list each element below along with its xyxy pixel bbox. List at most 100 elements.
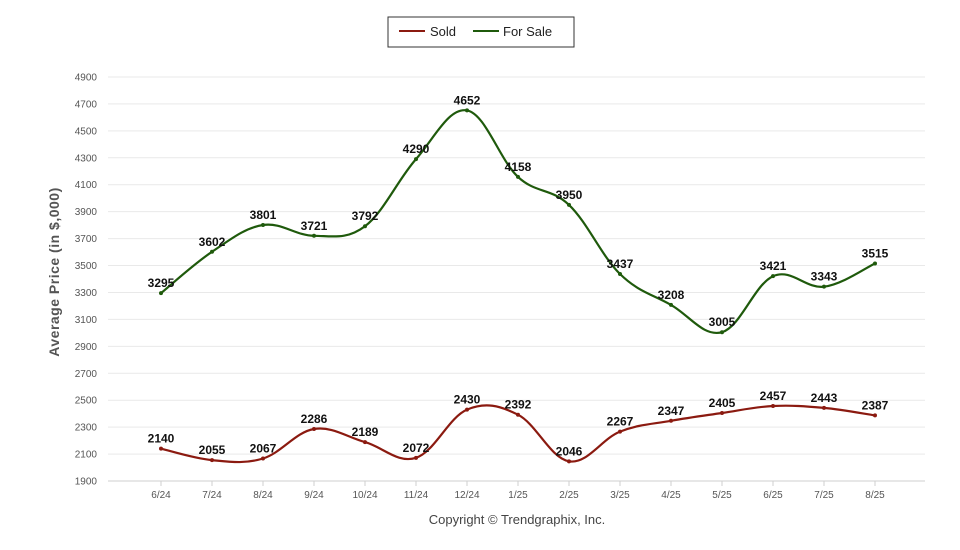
data-label-sold: 2457 bbox=[760, 389, 787, 403]
data-label-sold: 2347 bbox=[658, 404, 685, 418]
y-axis-ticks: 1900 2100 2300 2500 2700 2900 3100 3300 3500 3700… bbox=[75, 73, 98, 488]
data-point-sold[interactable] bbox=[516, 412, 520, 417]
data-point-sold[interactable] bbox=[465, 407, 469, 412]
data-label-for-sale: 3801 bbox=[250, 208, 277, 222]
data-point-for-sale[interactable] bbox=[873, 261, 877, 266]
data-label-for-sale: 3950 bbox=[556, 188, 583, 202]
x-tick-label: 8/25 bbox=[865, 490, 885, 501]
data-point-for-sale[interactable] bbox=[210, 249, 214, 254]
data-label-for-sale: 3208 bbox=[658, 288, 685, 302]
data-label-sold: 2189 bbox=[352, 425, 379, 439]
x-tick-label: 3/25 bbox=[610, 490, 630, 501]
y-tick-label: 3900 bbox=[75, 207, 98, 218]
legend[interactable]: Sold For Sale bbox=[387, 16, 575, 48]
data-point-for-sale[interactable] bbox=[312, 233, 316, 238]
data-point-for-sale[interactable] bbox=[516, 174, 520, 179]
data-label-for-sale: 3421 bbox=[760, 259, 787, 273]
x-axis-ticks: 6/24 7/24 8/24 9/24 10/24 11/24 12/24 1/25 2/25 3… bbox=[151, 481, 885, 501]
data-label-for-sale: 3602 bbox=[199, 235, 226, 249]
data-point-for-sale[interactable] bbox=[363, 224, 367, 229]
data-label-sold: 2286 bbox=[301, 412, 328, 426]
data-label-for-sale: 3792 bbox=[352, 209, 379, 223]
y-tick-label: 3100 bbox=[75, 315, 98, 326]
data-point-for-sale[interactable] bbox=[465, 108, 469, 113]
series-lines bbox=[159, 108, 877, 464]
data-point-sold[interactable] bbox=[261, 456, 265, 461]
data-label-for-sale: 3721 bbox=[301, 219, 328, 233]
data-point-for-sale[interactable] bbox=[159, 291, 163, 296]
y-tick-label: 2700 bbox=[75, 369, 98, 380]
x-tick-label: 9/24 bbox=[304, 490, 324, 501]
y-tick-label: 3300 bbox=[75, 288, 98, 299]
data-point-for-sale[interactable] bbox=[822, 284, 826, 289]
data-point-sold[interactable] bbox=[669, 418, 673, 423]
y-tick-label: 3700 bbox=[75, 234, 98, 245]
y-tick-label: 4100 bbox=[75, 180, 98, 191]
y-tick-label: 2300 bbox=[75, 423, 98, 434]
data-point-sold[interactable] bbox=[312, 427, 316, 432]
x-tick-label: 8/24 bbox=[253, 490, 273, 501]
data-label-sold: 2140 bbox=[148, 432, 175, 446]
data-label-for-sale: 4652 bbox=[454, 93, 481, 107]
data-label-for-sale: 3515 bbox=[862, 247, 889, 261]
x-tick-label: 11/24 bbox=[404, 490, 429, 501]
data-point-sold[interactable] bbox=[771, 403, 775, 408]
data-label-sold: 2392 bbox=[505, 398, 532, 412]
data-label-for-sale: 3343 bbox=[811, 270, 838, 284]
data-label-sold: 2387 bbox=[862, 398, 889, 412]
data-point-sold[interactable] bbox=[720, 410, 724, 415]
y-tick-label: 4700 bbox=[75, 99, 98, 110]
data-labels: 2140 2055 2067 2286 2189 2072 2430 2392 2046 2267… bbox=[148, 93, 889, 458]
x-tick-label: 2/25 bbox=[559, 490, 579, 501]
data-point-for-sale[interactable] bbox=[567, 202, 571, 207]
data-label-sold: 2046 bbox=[556, 444, 583, 458]
data-label-for-sale: 3295 bbox=[148, 276, 175, 290]
data-label-for-sale: 3437 bbox=[607, 257, 634, 271]
data-point-sold[interactable] bbox=[873, 413, 877, 418]
legend-label-for-sale[interactable]: For Sale bbox=[503, 24, 552, 39]
y-tick-label: 4900 bbox=[75, 73, 98, 84]
data-point-sold[interactable] bbox=[159, 446, 163, 451]
data-point-for-sale[interactable] bbox=[618, 272, 622, 277]
y-tick-label: 1900 bbox=[75, 477, 98, 488]
data-label-sold: 2405 bbox=[709, 396, 736, 410]
x-tick-label: 6/24 bbox=[151, 490, 171, 501]
data-label-for-sale: 3005 bbox=[709, 315, 736, 329]
grid bbox=[108, 76, 925, 482]
x-tick-label: 1/25 bbox=[508, 490, 528, 501]
data-point-for-sale[interactable] bbox=[261, 222, 265, 227]
y-axis-title: Average Price (in $,000) bbox=[46, 187, 62, 356]
data-point-sold[interactable] bbox=[210, 458, 214, 463]
data-label-sold: 2067 bbox=[250, 442, 277, 456]
x-tick-label: 4/25 bbox=[661, 490, 681, 501]
y-tick-label: 4500 bbox=[75, 126, 98, 137]
data-label-for-sale: 4290 bbox=[403, 142, 430, 156]
data-point-for-sale[interactable] bbox=[771, 274, 775, 279]
x-tick-label: 12/24 bbox=[454, 490, 479, 501]
data-point-for-sale[interactable] bbox=[720, 330, 724, 335]
data-point-sold[interactable] bbox=[618, 429, 622, 434]
y-tick-label: 4300 bbox=[75, 153, 98, 164]
data-point-sold[interactable] bbox=[822, 405, 826, 410]
data-label-sold: 2443 bbox=[811, 391, 838, 405]
x-tick-label: 7/25 bbox=[814, 490, 834, 501]
legend-label-sold[interactable]: Sold bbox=[430, 24, 456, 39]
x-tick-label: 6/25 bbox=[763, 490, 783, 501]
data-label-for-sale: 4158 bbox=[505, 160, 532, 174]
y-tick-label: 2500 bbox=[75, 396, 98, 407]
data-point-sold[interactable] bbox=[567, 459, 571, 464]
y-tick-label: 2900 bbox=[75, 342, 98, 353]
x-tick-label: 10/24 bbox=[352, 490, 377, 501]
data-label-sold: 2072 bbox=[403, 441, 430, 455]
data-point-for-sale[interactable] bbox=[414, 157, 418, 162]
data-point-for-sale[interactable] bbox=[669, 302, 673, 307]
data-point-sold[interactable] bbox=[363, 440, 367, 445]
y-tick-label: 3500 bbox=[75, 261, 98, 272]
y-tick-label: 2100 bbox=[75, 450, 98, 461]
data-label-sold: 2055 bbox=[199, 443, 226, 457]
x-tick-label: 5/25 bbox=[712, 490, 732, 501]
data-label-sold: 2430 bbox=[454, 393, 481, 407]
data-point-sold[interactable] bbox=[414, 455, 418, 460]
